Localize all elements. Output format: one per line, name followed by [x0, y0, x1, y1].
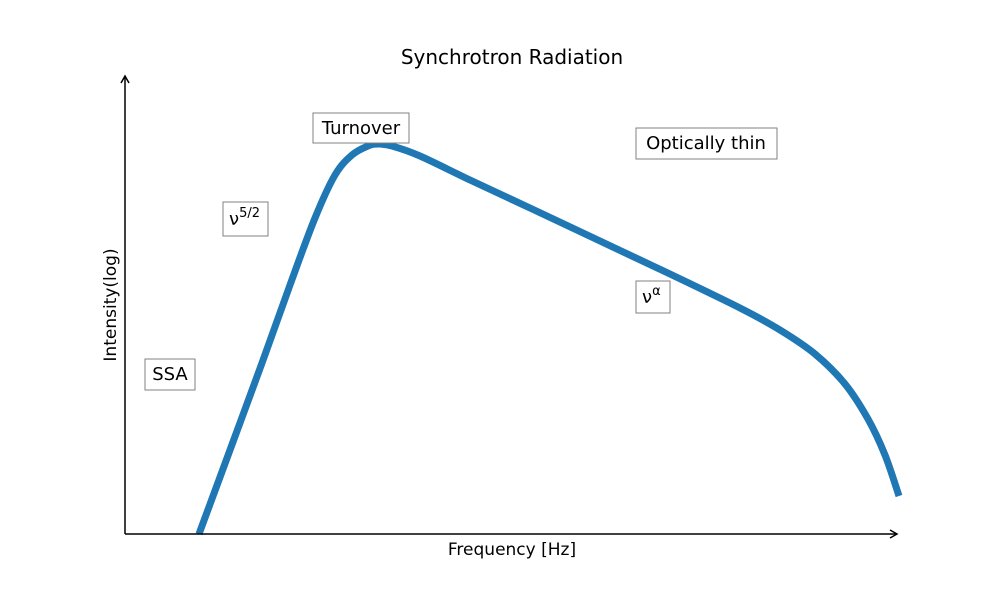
y-axis-label: Intensity(log)	[101, 248, 121, 361]
spectrum-curve	[195, 140, 903, 536]
annotation-box	[635, 127, 778, 160]
x-axis-label: Frequency [Hz]	[448, 540, 576, 560]
annotation-box	[635, 280, 671, 314]
annotation-text: ν5/2	[229, 206, 260, 230]
exponent: α	[652, 284, 661, 299]
annotation-box	[312, 112, 410, 144]
nu-symbol: ν	[229, 209, 239, 230]
chart-title: Synchrotron Radiation	[401, 45, 623, 69]
nu-symbol: ν	[642, 287, 652, 308]
annotation-ssa: SSA	[144, 358, 196, 391]
exponent: 5/2	[239, 206, 260, 221]
annotation-optically-thin: Optically thin	[635, 127, 778, 160]
annotation-text: Optically thin	[646, 133, 766, 154]
annotation-nu-alpha: να	[635, 280, 671, 314]
annotation-box	[144, 358, 196, 391]
annotation-turnover: Turnover	[312, 112, 410, 144]
annotation-box	[222, 201, 269, 237]
annotation-text: Turnover	[321, 118, 401, 139]
annotation-text: να	[642, 284, 661, 308]
annotation-text: SSA	[152, 364, 188, 385]
annotation-nu-five-halves: ν5/2	[222, 201, 269, 237]
